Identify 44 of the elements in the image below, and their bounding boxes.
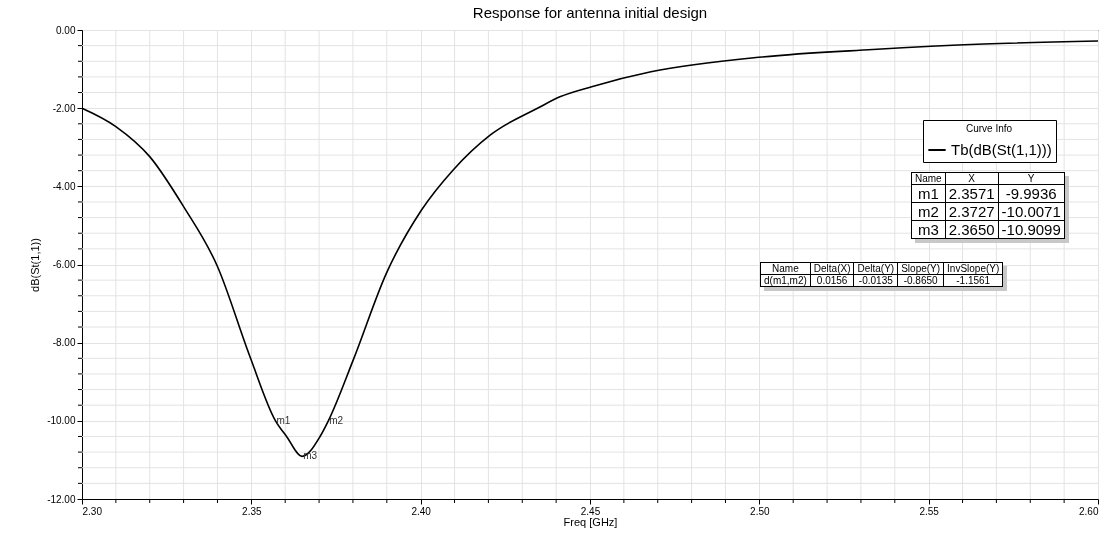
y-tick-label: -10.00 <box>47 415 76 427</box>
annotation: -10.9099 <box>998 220 1065 239</box>
y-tick-label: -2.00 <box>52 102 76 114</box>
annotation: 2.3571 <box>945 184 999 203</box>
x-axis-title: Freq [GHz] <box>563 515 618 528</box>
x-tick-label: 2.30 <box>82 505 103 517</box>
annotation: X <box>945 172 999 185</box>
annotation: Name <box>760 262 811 275</box>
annotation: d(m1,m2) <box>760 274 811 287</box>
annotation: -0.0135 <box>853 274 898 287</box>
y-tick-label: -12.00 <box>47 493 76 505</box>
annotation: Delta(X) <box>810 262 854 275</box>
annotation: m1 <box>911 184 946 203</box>
annotation: InvSlope(Y) <box>943 262 1003 275</box>
annotation: -9.9936 <box>998 184 1065 203</box>
y-tick-label: -4.00 <box>52 180 76 192</box>
annotation: m3 <box>303 450 318 462</box>
x-tick-label: 2.55 <box>919 505 940 517</box>
annotation: Name <box>911 172 946 185</box>
annotation: Y <box>998 172 1065 185</box>
annotation: 2.3727 <box>945 202 999 221</box>
annotation: -1.1561 <box>943 274 1003 287</box>
legend-label: Tb(dB(St(1,1))) <box>951 141 1052 158</box>
annotation: -10.0071 <box>998 202 1065 221</box>
annotation: -0.8650 <box>897 274 944 287</box>
annotation: 2.3650 <box>945 220 999 239</box>
annotation: 0.0156 <box>810 274 854 287</box>
y-tick-label: -6.00 <box>52 259 76 270</box>
y-tick-label: -8.00 <box>52 337 76 349</box>
annotation: Delta(Y) <box>853 262 898 275</box>
annotation: Slope(Y) <box>897 262 944 275</box>
x-tick-label: 2.50 <box>750 505 770 517</box>
legend-title: Curve Info <box>965 123 1013 134</box>
y-axis-title: dB(St(1,1)) <box>29 238 42 292</box>
x-tick-label: 2.45 <box>580 505 601 517</box>
x-tick-label: 2.35 <box>242 505 262 517</box>
y-tick-label: 0.00 <box>56 24 76 36</box>
annotation: m2 <box>911 202 946 221</box>
x-tick-label: 2.40 <box>411 505 432 517</box>
annotation: m2 <box>329 415 344 427</box>
annotation: m1 <box>276 414 291 426</box>
annotation: m3 <box>911 220 946 239</box>
chart-title: Response for antenna initial design <box>472 4 708 21</box>
x-tick-label: 2.60 <box>1079 505 1099 517</box>
